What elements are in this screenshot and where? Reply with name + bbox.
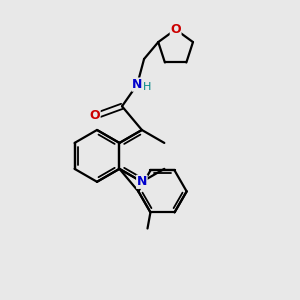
- Text: H: H: [142, 82, 151, 92]
- Text: N: N: [132, 78, 142, 91]
- Text: O: O: [89, 109, 100, 122]
- Text: N: N: [137, 175, 147, 188]
- Text: O: O: [170, 23, 181, 36]
